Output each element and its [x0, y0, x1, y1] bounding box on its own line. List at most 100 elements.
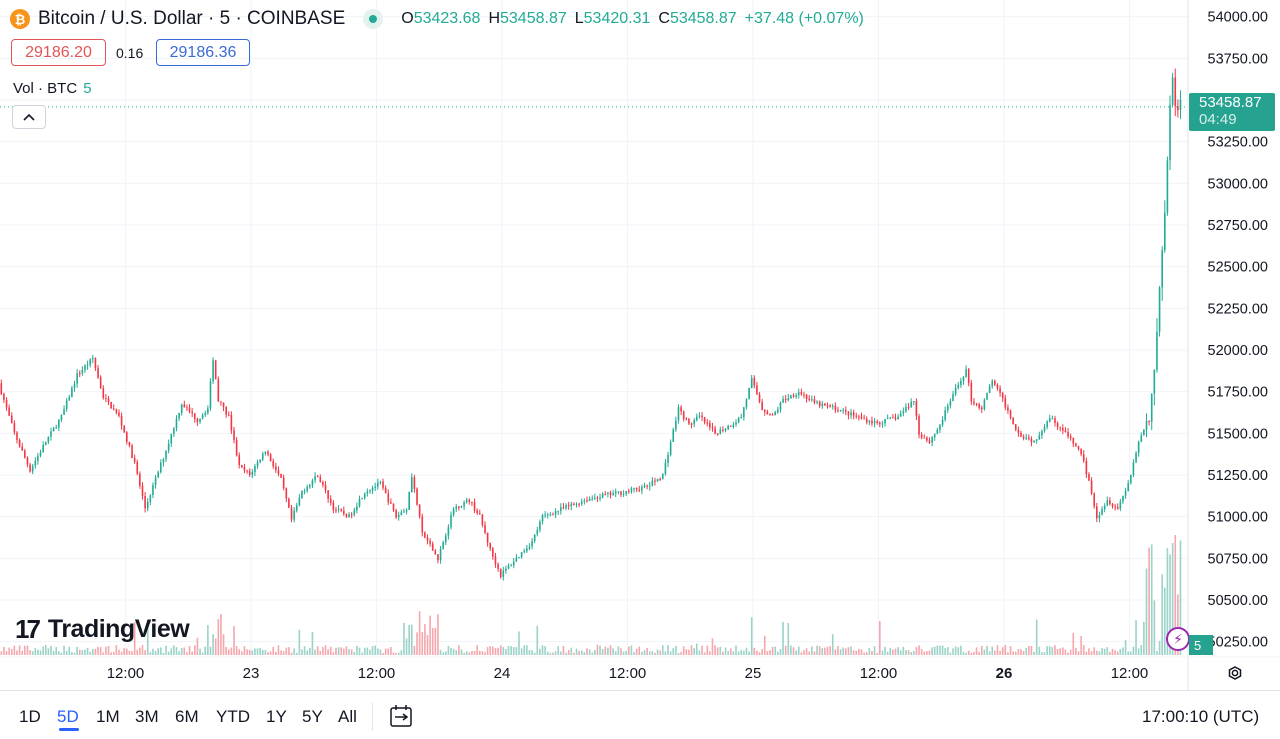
volume-bar-143 — [374, 645, 377, 655]
range-5d-button[interactable]: 5D — [57, 707, 79, 726]
price-chart[interactable]: 54000.0053750.0053500.0053250.0053000.00… — [0, 0, 1280, 690]
candle-body-226 — [591, 498, 594, 500]
candle-body-281 — [735, 422, 737, 425]
utc-clock[interactable]: 17:00:10 (UTC) — [1142, 707, 1260, 726]
volume-bar-351 — [918, 645, 920, 655]
candle-body-110 — [288, 498, 290, 508]
candle-body-197 — [515, 557, 518, 562]
range-1m-button[interactable]: 1M — [96, 707, 120, 726]
candle-body-388 — [1014, 424, 1017, 430]
volume-bar-100 — [261, 649, 264, 655]
candle-body-99 — [259, 459, 261, 463]
candle-body-295 — [771, 414, 774, 416]
candle-body-376 — [983, 399, 986, 410]
candle-body-124 — [324, 484, 327, 491]
candle-body-289 — [756, 385, 758, 395]
volume-bar-50 — [131, 651, 133, 655]
candle-body-113 — [295, 505, 298, 511]
lightning-icon[interactable]: ⚡ — [1166, 627, 1190, 651]
buy-price-button[interactable]: 29186.36 — [156, 39, 250, 66]
candle-body-46 — [120, 415, 123, 426]
volume-bar-308 — [805, 648, 808, 655]
candle-body-133 — [348, 514, 350, 518]
bar-countdown: 04:49 — [1199, 111, 1237, 128]
candle-body-399 — [1043, 426, 1046, 431]
range-1d-button[interactable]: 1D — [19, 707, 41, 726]
volume-bar-274 — [716, 647, 719, 655]
candle-body-62 — [162, 459, 165, 463]
candle-body-441 — [1153, 369, 1156, 394]
volume-bar-265 — [693, 648, 695, 655]
range-all-button[interactable]: All — [338, 707, 357, 726]
candle-body-347 — [907, 406, 910, 408]
volume-bar-258 — [675, 645, 677, 655]
volume-bar-386 — [1009, 646, 1012, 655]
candle-body-434 — [1135, 453, 1137, 463]
candle-body-126 — [329, 498, 332, 503]
y-tick-label-12: 51000.00 — [1208, 510, 1268, 526]
volume-bar-74 — [193, 645, 196, 655]
volume-bar-113 — [295, 652, 298, 655]
volume-bar-66 — [173, 645, 175, 655]
toolbar-divider — [372, 703, 373, 731]
volume-bar-3 — [8, 647, 10, 655]
candle-body-405 — [1059, 427, 1062, 429]
y-tick-label-11: 51250.00 — [1208, 468, 1268, 484]
volume-bar-326 — [852, 650, 855, 655]
candle-body-61 — [159, 462, 162, 473]
volume-bar-411 — [1075, 647, 1077, 655]
sell-price-button[interactable]: 29186.20 — [11, 39, 106, 66]
candle-body-147 — [384, 487, 387, 494]
candle-body-163 — [426, 537, 429, 541]
date-range-button[interactable] — [388, 703, 414, 729]
candle-body-372 — [973, 401, 975, 404]
candle-body-413 — [1080, 449, 1082, 455]
volume-bar-342 — [894, 648, 897, 655]
candle-body-369 — [965, 369, 967, 377]
candle-body-31 — [81, 369, 84, 374]
volume-bar-331 — [865, 652, 868, 655]
candle-body-343 — [897, 416, 899, 420]
volume-bar-297 — [777, 651, 779, 655]
volume-bar-236 — [617, 646, 620, 655]
volume-bar-417 — [1090, 651, 1093, 655]
volume-bar-1 — [3, 646, 5, 655]
candle-body-198 — [518, 557, 520, 559]
candle-body-5 — [13, 423, 16, 433]
collapse-legend-button[interactable] — [12, 105, 46, 129]
settings-gear-icon[interactable] — [1224, 662, 1246, 684]
candle-body-200 — [523, 551, 526, 553]
range-5y-button[interactable]: 5Y — [302, 707, 323, 726]
volume-bar-437 — [1143, 621, 1145, 655]
candle-body-168 — [439, 549, 442, 561]
volume-legend[interactable]: Vol · BTC 5 — [13, 80, 92, 97]
candle-body-52 — [136, 462, 139, 474]
volume-bar-253 — [661, 645, 664, 655]
candle-body-361 — [944, 410, 946, 420]
volume-bar-107 — [280, 650, 282, 655]
candle-body-284 — [743, 407, 745, 418]
candle-body-323 — [845, 409, 847, 412]
volume-bar-193 — [505, 648, 507, 655]
volume-bar-222 — [580, 650, 583, 655]
volume-bar-86 — [225, 646, 227, 655]
volume-bar-103 — [269, 651, 272, 655]
range-1y-button[interactable]: 1Y — [266, 707, 287, 726]
volume-bar-336 — [878, 621, 881, 655]
market-status-icon[interactable] — [363, 9, 384, 29]
candle-body-298 — [779, 402, 782, 410]
candle-body-96 — [251, 472, 254, 475]
candle-body-380 — [994, 380, 996, 385]
candle-body-17 — [44, 442, 47, 446]
symbol-title[interactable]: Bitcoin / U.S. Dollar · 5 · COINBASE — [38, 8, 346, 29]
volume-bar-174 — [455, 650, 458, 655]
range-ytd-button[interactable]: YTD — [216, 707, 250, 726]
range-3m-button[interactable]: 3M — [135, 707, 159, 726]
volume-bar-272 — [711, 638, 714, 655]
range-6m-button[interactable]: 6M — [175, 707, 199, 726]
candle-body-329 — [860, 416, 863, 419]
tradingview-logo[interactable]: 17 TradingView — [15, 614, 190, 645]
candle-body-252 — [659, 478, 661, 480]
volume-bar-92 — [241, 651, 243, 655]
volume-bar-327 — [855, 650, 858, 655]
